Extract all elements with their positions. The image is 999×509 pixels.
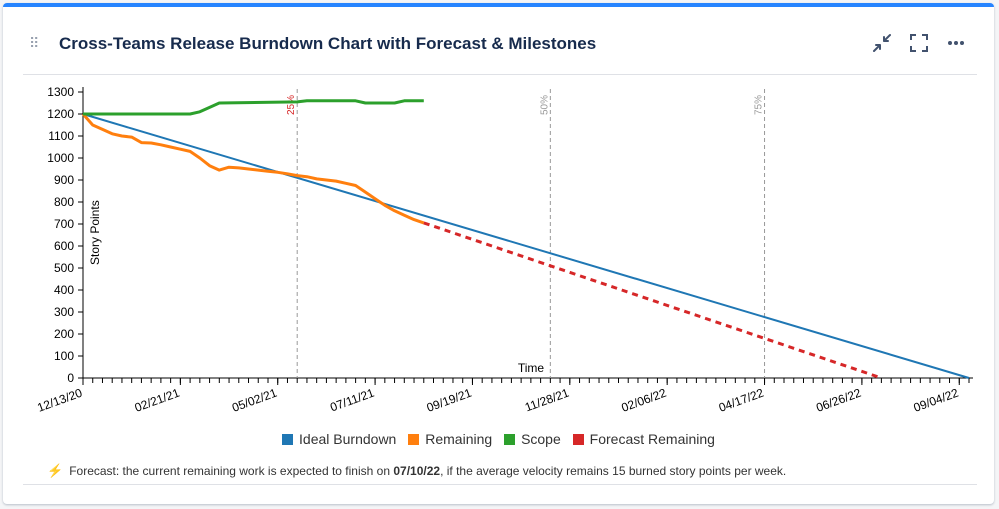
legend-item-forecast[interactable]: Forecast Remaining bbox=[572, 431, 715, 447]
x-tick-label: 02/21/21 bbox=[133, 386, 182, 415]
legend-label: Remaining bbox=[425, 431, 493, 447]
footer-divider bbox=[23, 484, 977, 485]
y-tick-label: 500 bbox=[54, 261, 74, 275]
legend-label: Scope bbox=[521, 431, 561, 447]
y-tick-label: 400 bbox=[54, 283, 74, 297]
legend-label: Forecast Remaining bbox=[589, 431, 715, 447]
forecast-date: 07/10/22 bbox=[393, 464, 441, 478]
x-tick-label: 04/17/22 bbox=[717, 386, 766, 415]
legend-swatch bbox=[282, 434, 294, 445]
minimize-icon bbox=[873, 34, 891, 52]
legend-swatch bbox=[408, 434, 420, 445]
x-tick-label: 07/11/21 bbox=[328, 386, 376, 415]
y-tick-label: 700 bbox=[54, 217, 74, 231]
y-tick-label: 0 bbox=[67, 371, 74, 385]
x-tick-label: 02/06/22 bbox=[620, 386, 669, 415]
y-tick-label: 100 bbox=[54, 349, 74, 363]
y-tick-label: 900 bbox=[54, 173, 74, 187]
legend-item-scope[interactable]: Scope bbox=[504, 431, 561, 447]
minimize-button[interactable] bbox=[870, 31, 894, 55]
x-tick-label: 11/28/21 bbox=[523, 386, 571, 415]
legend-swatch bbox=[504, 434, 516, 445]
milestone-label: 25% bbox=[286, 95, 297, 115]
x-tick-label: 06/26/22 bbox=[814, 386, 863, 415]
legend-item-remaining[interactable]: Remaining bbox=[408, 431, 492, 447]
milestone-label: 75% bbox=[754, 95, 765, 115]
legend-item-ideal[interactable]: Ideal Burndown bbox=[282, 431, 396, 447]
x-tick-label: 09/19/21 bbox=[425, 386, 474, 415]
more-options-icon bbox=[948, 41, 964, 45]
fullscreen-icon bbox=[910, 34, 928, 52]
chart-legend: Ideal Burndown Remaining Scope Forecast … bbox=[3, 431, 994, 447]
chart-card: ⠿ Cross-Teams Release Burndown Chart wit… bbox=[3, 3, 994, 504]
more-options-button[interactable] bbox=[944, 31, 968, 55]
fullscreen-button[interactable] bbox=[907, 31, 931, 55]
y-tick-label: 1100 bbox=[48, 129, 74, 143]
x-tick-label: 05/02/21 bbox=[230, 386, 279, 415]
forecast-note: ⚡ Forecast: the current remaining work is… bbox=[47, 463, 786, 479]
y-tick-label: 300 bbox=[54, 305, 74, 319]
series-ideal-burndown bbox=[82, 113, 970, 379]
y-tick-label: 800 bbox=[54, 195, 74, 209]
series-remaining bbox=[81, 113, 425, 225]
y-axis-label: Story Points bbox=[88, 200, 102, 265]
lightning-icon: ⚡ bbox=[47, 463, 64, 478]
drag-handle-icon[interactable]: ⠿ bbox=[29, 35, 39, 51]
x-tick-label: 09/04/22 bbox=[912, 386, 961, 415]
y-tick-label: 600 bbox=[54, 239, 74, 253]
legend-label: Ideal Burndown bbox=[299, 431, 397, 447]
y-tick-label: 1000 bbox=[47, 151, 74, 165]
header-divider bbox=[23, 74, 977, 75]
x-tick-label: 12/13/20 bbox=[35, 386, 84, 415]
card-accent-bar bbox=[3, 3, 994, 7]
series-forecast-remaining bbox=[423, 221, 882, 380]
burndown-chart: 0 100 200 300 400 500 600 700 800 900 1000 1100 1200… bbox=[35, 85, 973, 415]
forecast-text-before: Forecast: the current remaining work is … bbox=[69, 464, 394, 478]
series-scope bbox=[83, 99, 424, 116]
y-tick-label: 200 bbox=[54, 327, 74, 341]
y-tick-label: 1300 bbox=[47, 85, 74, 99]
forecast-text-after: , if the average velocity remains 15 bur… bbox=[440, 464, 787, 478]
milestone-label: 50% bbox=[539, 95, 550, 115]
x-axis-label: Time bbox=[518, 361, 545, 375]
y-tick-label: 1200 bbox=[47, 107, 74, 121]
legend-swatch bbox=[572, 434, 584, 445]
card-title: Cross-Teams Release Burndown Chart with … bbox=[59, 34, 597, 53]
